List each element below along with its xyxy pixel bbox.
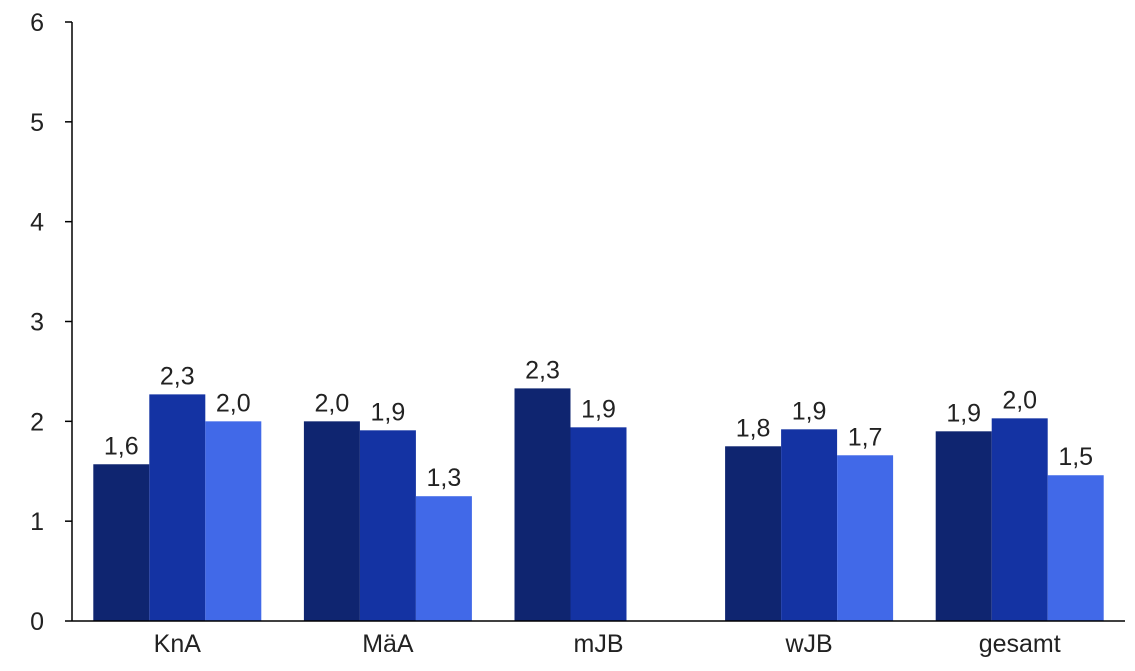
data-label: 1,9 [792,397,827,425]
bar-MäA-series-3 [415,496,472,621]
data-label: 1,9 [371,398,406,426]
data-label: 1,3 [427,464,462,492]
data-label: 1,7 [848,423,883,451]
data-labels-layer: 1,6 2,3 2,0 2,0 1,9 1,3 2,3 1,9 1,8 1,9 1,7 1,9 2,0 1… [104,356,1093,492]
data-label: 1,9 [946,399,981,427]
x-tick-label: wJB [784,630,832,658]
bar-gesamt-series-1 [935,431,992,621]
data-label: 2,0 [216,389,251,417]
data-label: 1,6 [104,432,139,460]
bars-layer [93,388,1104,621]
data-label: 1,9 [581,395,616,423]
data-label: 2,3 [525,356,560,384]
x-tick-label: MäA [362,630,414,658]
bar-wJB-series-2 [781,429,838,621]
data-label: 2,0 [315,389,350,417]
bar-MäA-series-2 [359,430,416,621]
y-tick-label: 0 [30,608,44,636]
y-tick-label: 1 [30,508,44,536]
bar-gesamt-series-3 [1047,475,1104,621]
bar-wJB-series-3 [837,455,894,621]
bar-mJB-series-1 [514,388,571,621]
y-tick-label: 4 [30,209,44,237]
bar-gesamt-series-2 [991,418,1048,621]
x-tick-label: KnA [154,630,202,658]
y-tick-label: 3 [30,309,44,337]
y-tick-label: 2 [30,408,44,436]
data-label: 1,8 [736,414,771,442]
bar-KnA-series-3 [205,421,262,621]
bar-KnA-series-2 [149,394,206,621]
bar-wJB-series-1 [725,446,782,621]
data-label: 2,3 [160,362,195,390]
data-label: 2,0 [1002,386,1037,414]
bar-MäA-series-1 [303,421,360,621]
bar-KnA-series-1 [93,464,150,621]
x-tick-label: gesamt [979,630,1061,658]
x-tick-label: mJB [574,630,624,658]
data-label: 1,5 [1058,443,1093,471]
y-tick-label: 5 [30,109,44,137]
y-tick-label: 6 [30,9,44,37]
bar-mJB-series-2 [570,427,627,621]
axes-layer: KnA MäA mJB wJB gesamt 0 1 2 3 4 5 6 [30,9,1125,658]
